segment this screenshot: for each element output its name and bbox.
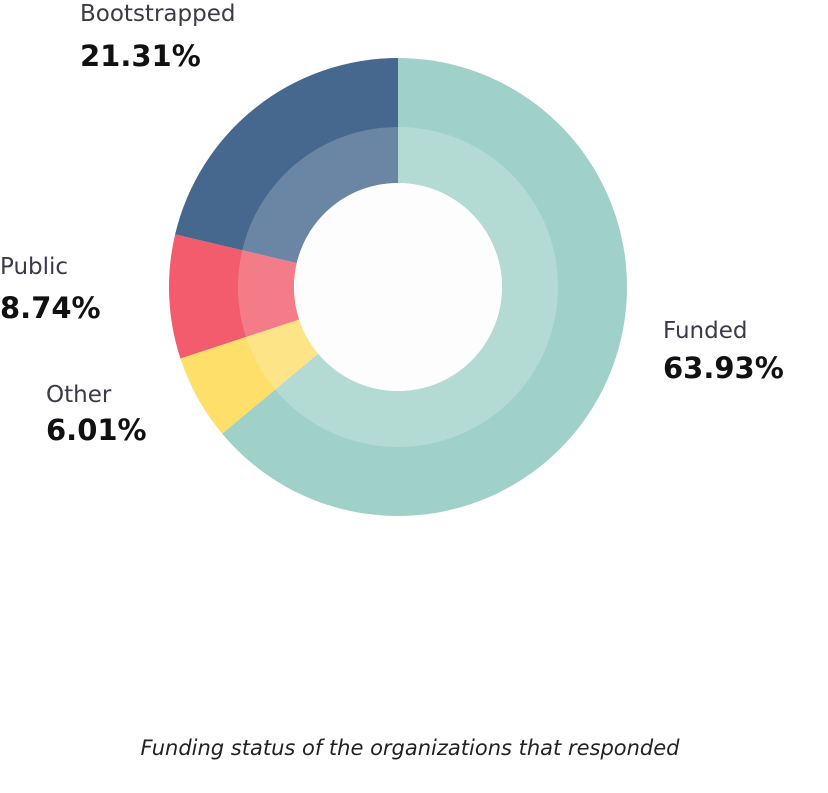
donut-hole — [294, 183, 502, 391]
slice — [222, 58, 628, 516]
slice-value-label: 6.01% — [46, 413, 147, 447]
slice-value-label: 63.93% — [663, 351, 784, 385]
slice — [175, 58, 398, 264]
slice-value-label: 21.31% — [80, 39, 201, 73]
slice-value-label: 8.74% — [0, 291, 101, 325]
inner-ring-highlight — [237, 126, 558, 448]
slice-name: Public — [0, 254, 68, 280]
slice-name: Funded — [663, 318, 747, 344]
slice — [180, 319, 319, 434]
caption: Funding status of the organizations that… — [140, 736, 680, 760]
slice-name: Other — [46, 382, 112, 408]
slice — [169, 234, 300, 359]
slice-name: Bootstrapped — [80, 1, 235, 27]
